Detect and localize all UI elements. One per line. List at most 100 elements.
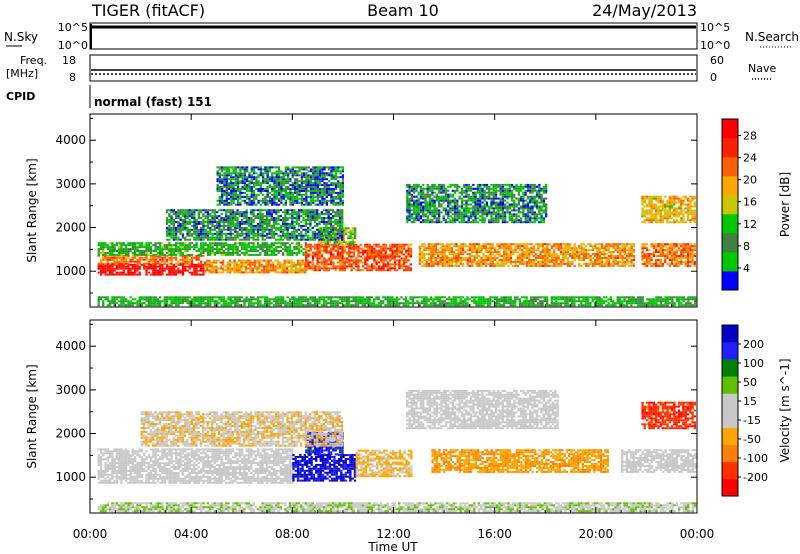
power-cell <box>553 251 556 254</box>
power-cell <box>605 245 608 248</box>
power-cell <box>422 197 425 200</box>
power-cell <box>195 269 198 272</box>
power-cell <box>209 209 212 212</box>
power-cell <box>314 267 317 270</box>
power-cell <box>689 255 692 257</box>
power-cell <box>127 248 130 251</box>
power-cell <box>485 201 489 204</box>
power-cell <box>505 251 508 254</box>
power-cell <box>463 209 466 212</box>
power-cell <box>619 247 622 250</box>
power-cell <box>438 187 441 190</box>
power-cell <box>476 185 479 188</box>
power-cell <box>386 265 390 268</box>
power-cell <box>152 262 155 265</box>
power-cell <box>499 205 502 208</box>
power-cell <box>311 255 315 258</box>
power-cell <box>236 242 239 245</box>
power-cell <box>393 255 397 258</box>
power-cell <box>377 269 381 272</box>
power-cell <box>122 273 125 276</box>
power-cell <box>673 219 676 222</box>
power-cell <box>587 264 590 267</box>
power-cell <box>413 205 416 208</box>
power-cell <box>689 205 692 208</box>
nave-tick-top: 60 <box>710 54 724 67</box>
power-cell <box>327 257 330 260</box>
power-cell <box>293 224 296 227</box>
power-cell <box>283 259 286 262</box>
power-cell <box>204 232 207 235</box>
power-cell <box>175 242 178 245</box>
power-cell <box>573 247 576 250</box>
power-cell <box>111 269 114 272</box>
power-cell <box>456 213 459 216</box>
power-cell <box>193 265 196 268</box>
power-cell <box>518 255 522 257</box>
power-cell <box>505 257 508 259</box>
power-cell <box>291 222 294 225</box>
power-cell <box>582 262 585 265</box>
power-cell <box>220 234 223 237</box>
power-cell <box>238 221 241 223</box>
power-cell <box>464 257 467 259</box>
power-cell <box>522 213 525 216</box>
power-cell <box>330 257 333 260</box>
power-cell <box>275 250 278 252</box>
power-cell <box>391 267 394 270</box>
power-cell <box>168 219 171 221</box>
power-cell <box>343 269 346 272</box>
power-cell <box>293 252 296 254</box>
power-cell <box>272 234 276 237</box>
power-cell <box>140 250 144 252</box>
power-cell <box>309 211 312 214</box>
power-cell <box>147 262 150 265</box>
power-cell <box>616 257 620 259</box>
power-cell <box>177 222 180 225</box>
power-cell <box>655 217 658 220</box>
power-cell <box>206 213 210 216</box>
power-cell <box>175 236 178 239</box>
power-cell <box>566 245 569 248</box>
power-cell <box>281 267 284 270</box>
power-cell <box>440 205 443 208</box>
power-cell <box>655 251 658 254</box>
power-cell <box>438 201 441 204</box>
power-cell <box>181 248 185 251</box>
power-cell <box>216 244 219 247</box>
power-cell <box>550 260 554 263</box>
power-cell <box>513 219 516 222</box>
power-cell <box>188 242 191 245</box>
power-cell <box>215 267 218 270</box>
power-cell <box>541 260 544 263</box>
power-cell <box>224 265 227 268</box>
power-cell <box>455 253 458 256</box>
power-cell <box>211 221 214 223</box>
power-cell <box>559 264 563 267</box>
power-cell <box>229 217 232 219</box>
power-cell <box>175 262 178 265</box>
power-cell <box>641 245 644 248</box>
power-cell <box>102 253 105 256</box>
power-cell <box>335 235 339 238</box>
power-cell <box>220 209 223 212</box>
power-cell <box>244 261 248 264</box>
power-cell <box>506 183 509 186</box>
power-cell <box>208 271 211 274</box>
power-cell <box>282 221 285 223</box>
power-cell <box>449 207 452 210</box>
power-cell <box>643 213 646 216</box>
power-cell <box>307 213 310 216</box>
power-cell <box>438 209 441 212</box>
power-cell <box>314 255 317 258</box>
power-cell <box>282 253 285 256</box>
power-cell <box>147 267 150 270</box>
power-cell <box>524 191 527 194</box>
power-cell <box>466 253 469 256</box>
power-cell <box>326 229 329 232</box>
power-cell <box>368 257 371 260</box>
power-cell <box>319 227 323 230</box>
power-cell <box>550 253 554 256</box>
power-cell <box>466 245 469 248</box>
power-cell <box>453 211 457 214</box>
